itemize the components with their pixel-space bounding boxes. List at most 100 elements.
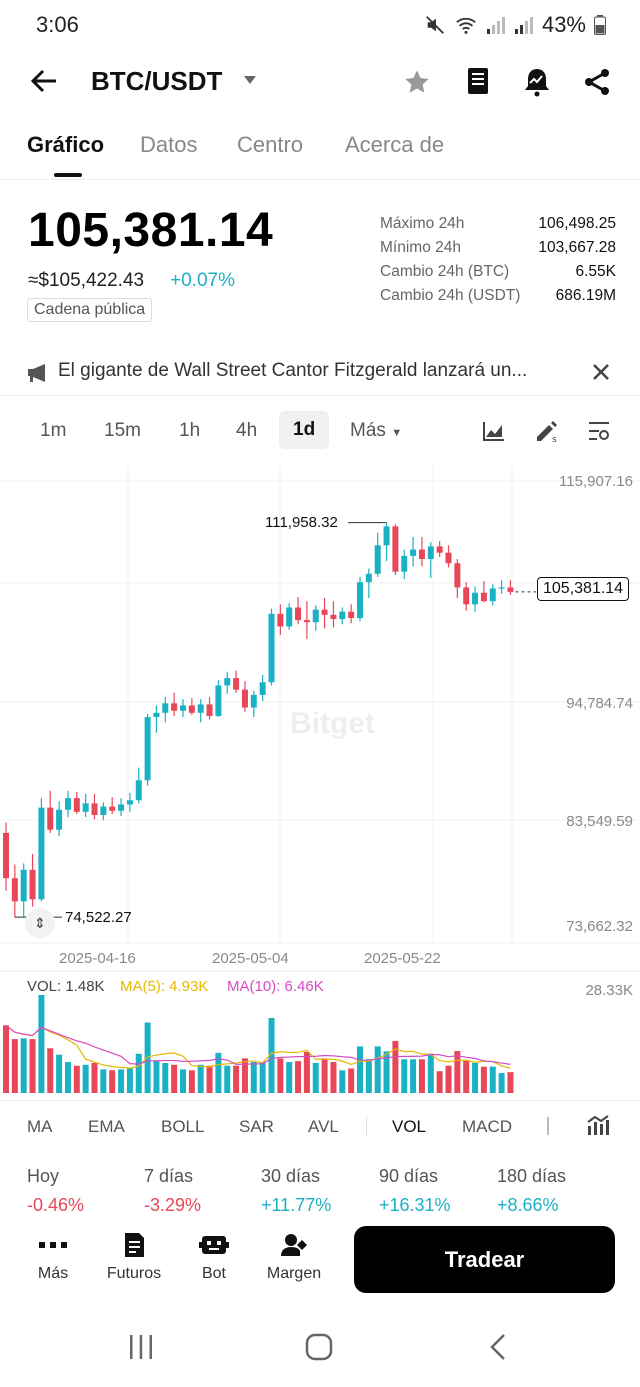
candle-body [454, 563, 461, 588]
margin-icon [281, 1234, 307, 1256]
stat-change-usdt: Cambio 24h (USDT) 686.19M [380, 287, 616, 311]
max-price-label: 111,958.32 [265, 514, 338, 531]
interval-1m[interactable]: 1m [40, 420, 67, 441]
candle-body [64, 798, 71, 810]
approx-usd-price: ≈$105,422.43 [28, 270, 145, 291]
candle-body [410, 549, 417, 556]
volume-bar [162, 1062, 169, 1093]
nav-futuros[interactable]: Futuros [101, 1231, 167, 1283]
news-text[interactable]: El gigante de Wall Street Cantor Fitzger… [58, 360, 528, 381]
x-tick-label: 2025-04-16 [59, 950, 136, 967]
candle-body [312, 609, 319, 623]
tab-centro[interactable]: Centro [237, 132, 304, 157]
indicator-settings-icon[interactable] [586, 1114, 610, 1136]
nav-label: Más [37, 1265, 69, 1282]
y-tick-label: 94,784.74 [566, 695, 633, 712]
volume-bar [507, 1072, 514, 1093]
interval-1d[interactable]: 1d [279, 411, 330, 449]
candle-body [427, 546, 434, 560]
indicator-macd[interactable]: MACD [462, 1117, 513, 1136]
robot-icon [199, 1236, 229, 1254]
status-time: 3:06 [36, 12, 79, 37]
volume-bar [11, 1039, 18, 1093]
indicator-boll[interactable]: BOLL [161, 1117, 205, 1136]
bottom-action-bar: Más Futuros Bot Margen Tradear [0, 1225, 640, 1295]
status-right: 43% [424, 12, 606, 38]
tab-grafico[interactable]: Gráfico [27, 132, 105, 157]
candle-body [480, 592, 487, 602]
draw-tool-icon[interactable]: s [534, 419, 560, 443]
recent-apps-icon[interactable] [127, 1333, 155, 1361]
tab-acerca-de[interactable]: Acerca de [345, 132, 445, 157]
stat-change-btc: Cambio 24h (BTC) 6.55K [380, 263, 616, 287]
volume-bar [365, 1059, 372, 1093]
volume-bar [295, 1061, 302, 1093]
chart-svg[interactable]: Bitget [0, 465, 640, 1095]
caret-down-icon[interactable] [244, 76, 256, 84]
perf-label: 90 días [379, 1166, 439, 1186]
chart-type-icon[interactable] [482, 420, 506, 442]
perf-180d: 180 días +8.66% [497, 1166, 566, 1216]
candle-body [206, 704, 213, 716]
indicator-ma[interactable]: MA [27, 1117, 53, 1136]
price-scale-handle[interactable]: ⇕ [25, 908, 55, 938]
stat-label: Mínimo 24h [380, 239, 461, 256]
interval-4h[interactable]: 4h [236, 420, 258, 441]
last-price-marker: 105,381.14 [537, 577, 630, 601]
interval-bar: 1m 15m 1h 4h 1d Más ▼ s [0, 410, 640, 454]
interval-1h[interactable]: 1h [179, 420, 201, 441]
pair-title[interactable]: BTC/USDT [91, 66, 223, 96]
price-change-percent: +0.07% [170, 270, 235, 291]
dots-icon [39, 1242, 67, 1248]
candle-body [38, 807, 45, 900]
stat-label: Cambio 24h (BTC) [380, 263, 510, 280]
volume-bar [38, 995, 45, 1093]
chain-tag[interactable]: Cadena pública [27, 298, 153, 322]
indicator-sar[interactable]: SAR [239, 1117, 274, 1136]
nav-label: Futuros [106, 1265, 162, 1282]
volume-bar [374, 1046, 381, 1093]
home-icon[interactable] [305, 1333, 333, 1361]
candle-body [277, 613, 284, 627]
volume-bar [197, 1064, 204, 1093]
volume-bar [144, 1022, 151, 1093]
volume-bar [436, 1071, 443, 1093]
chart-settings-icon[interactable] [587, 420, 611, 442]
candle-body [250, 694, 257, 708]
indicator-vol[interactable]: VOL [392, 1117, 427, 1136]
interval-more[interactable]: Más ▼ [350, 420, 402, 442]
volume-bar [286, 1062, 293, 1093]
nav-margen[interactable]: Margen [262, 1231, 326, 1283]
candle-body [47, 807, 54, 830]
volume-bar [463, 1060, 470, 1093]
candle-body [11, 878, 18, 902]
candle-body [82, 803, 89, 812]
volume-bar [303, 1051, 310, 1093]
candle-body [286, 607, 293, 627]
star-icon[interactable] [403, 68, 431, 96]
indicator-ema[interactable]: EMA [88, 1117, 125, 1136]
volume-bar [153, 1061, 160, 1093]
trade-button[interactable]: Tradear [354, 1226, 615, 1293]
y-tick-label: 83,549.59 [566, 813, 633, 830]
mute-icon [426, 16, 444, 34]
tab-datos[interactable]: Datos [140, 132, 198, 157]
nav-mas[interactable]: Más [30, 1231, 76, 1283]
back-nav-icon[interactable] [488, 1333, 508, 1361]
perf-label: 30 días [261, 1166, 321, 1186]
book-icon[interactable] [466, 67, 490, 95]
volume-bar [47, 1048, 54, 1093]
indicator-avl[interactable]: AVL [308, 1117, 339, 1136]
candle-body [56, 809, 63, 830]
close-icon[interactable] [592, 363, 610, 381]
candlestick-chart[interactable]: Bitget 115,907.16 94,784.74 83,549.59 73… [0, 465, 640, 1093]
candle-body [383, 526, 390, 546]
perf-30d: 30 días +11.77% [261, 1166, 331, 1216]
price-alert-icon[interactable] [523, 67, 551, 97]
nav-bot[interactable]: Bot [194, 1231, 234, 1283]
volume-bar [339, 1070, 346, 1093]
back-arrow-icon[interactable] [30, 68, 58, 94]
news-banner[interactable]: El gigante de Wall Street Cantor Fitzger… [0, 352, 640, 396]
share-icon[interactable] [583, 68, 611, 96]
interval-15m[interactable]: 15m [104, 420, 141, 441]
